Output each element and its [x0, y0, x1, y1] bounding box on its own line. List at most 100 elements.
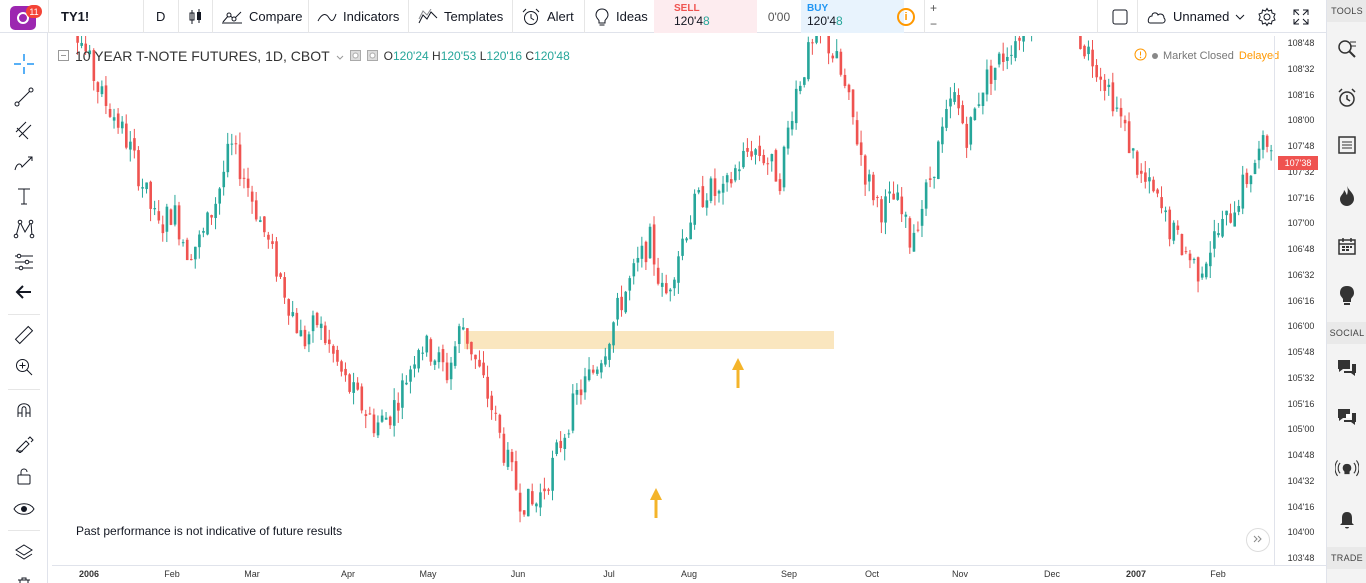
candle-body — [1225, 210, 1228, 216]
alert-button[interactable]: Alert — [521, 0, 574, 33]
eye-icon[interactable] — [10, 496, 38, 522]
trade-panel: SELL 120'48 0'00 BUY 120'48 — [654, 0, 942, 33]
candle-body — [904, 214, 908, 217]
candle-body — [535, 503, 538, 507]
candle-body — [181, 242, 185, 244]
price-tick-label: 104'48 — [1287, 450, 1315, 460]
brush-icon[interactable] — [10, 150, 38, 176]
symbol-search-button[interactable]: TY1! — [61, 0, 89, 33]
chart-type-button[interactable] — [187, 0, 205, 33]
templates-button[interactable]: Templates — [418, 0, 503, 33]
time-tick-label: Oct — [864, 569, 880, 579]
sell-button[interactable]: SELL 120'48 — [654, 0, 757, 33]
time-axis[interactable]: 2006 Feb Mar Apr May Jun Jul Aug Sep Oct Nov Dec 200… — [52, 565, 1326, 583]
candle-body — [758, 145, 761, 156]
sell-label: SELL — [674, 3, 700, 14]
candlestick-series — [76, 36, 1273, 523]
candle-body — [1237, 205, 1241, 212]
candle-body — [84, 43, 88, 52]
settings-button[interactable] — [1257, 0, 1277, 33]
unlock-icon[interactable] — [10, 463, 38, 489]
collapse-legend-icon[interactable] — [58, 48, 69, 64]
lock-drawing-icon[interactable] — [10, 430, 38, 456]
candle-body — [449, 362, 453, 380]
ideas-stream-icon[interactable] — [1335, 284, 1359, 308]
price-chart[interactable] — [52, 36, 1274, 565]
candle-body — [863, 155, 867, 185]
trend-line-icon[interactable] — [10, 84, 38, 110]
candle-body — [539, 492, 542, 508]
symbol-description[interactable]: 10 YEAR T-NOTE FUTURES, 1D, CBOT — [75, 48, 330, 64]
chevron-down-icon[interactable] — [336, 48, 344, 64]
visibility-icon[interactable] — [349, 48, 361, 64]
back-arrow-icon[interactable] — [10, 279, 38, 305]
pattern-icon[interactable] — [10, 216, 38, 242]
candle-body — [194, 246, 197, 260]
chats-icon[interactable] — [1335, 356, 1359, 380]
candle-body — [76, 36, 79, 43]
watchlist-icon[interactable] — [1335, 37, 1359, 61]
candle-body — [713, 178, 717, 196]
candle-body — [242, 177, 246, 179]
candle-body — [1131, 148, 1135, 151]
sell-price: 120'48 — [674, 14, 710, 28]
candle-body — [1217, 233, 1220, 236]
candle-body — [153, 208, 157, 210]
buy-button[interactable]: BUY 120'48 — [801, 0, 904, 33]
layout-menu-button[interactable]: Unnamed — [1145, 0, 1245, 33]
candle-body — [482, 362, 485, 376]
expand-icon — [1292, 8, 1310, 26]
plus-button[interactable]: + — [929, 1, 937, 15]
text-icon[interactable] — [10, 183, 38, 209]
settings-small-icon[interactable] — [366, 48, 378, 64]
candle-body — [579, 389, 583, 396]
compare-button[interactable]: Compare — [221, 0, 302, 33]
hotlist-icon[interactable] — [1335, 184, 1359, 208]
notifications-icon[interactable] — [1335, 508, 1359, 532]
prediction-icon[interactable] — [10, 249, 38, 275]
scroll-to-realtime-button[interactable] — [1246, 528, 1270, 552]
candle-body — [271, 241, 274, 244]
candle-body — [734, 168, 737, 181]
data-window-icon[interactable] — [1335, 133, 1359, 157]
candle-body — [762, 154, 766, 164]
candle-body — [912, 232, 916, 252]
candle-body — [141, 187, 144, 189]
alerts-icon[interactable] — [1335, 86, 1359, 110]
social-section-label: SOCIAL — [1327, 322, 1366, 344]
candle-body — [798, 85, 802, 92]
fullscreen-layout-button[interactable] — [1111, 0, 1129, 33]
calendar-icon[interactable] — [1335, 234, 1359, 258]
candle-body — [790, 120, 794, 130]
streams-icon[interactable] — [1335, 457, 1359, 481]
minus-button[interactable]: − — [929, 17, 937, 31]
indicators-button[interactable]: Indicators — [317, 0, 399, 33]
candle-body — [1253, 162, 1257, 175]
layers-icon[interactable] — [10, 539, 38, 565]
candle-body — [908, 218, 912, 248]
candle-body — [384, 417, 388, 420]
fullscreen-button[interactable] — [1292, 0, 1310, 33]
magnet-icon[interactable] — [10, 397, 38, 423]
candle-body — [953, 92, 956, 102]
interval-button[interactable]: D — [156, 0, 165, 33]
candle-body — [872, 174, 875, 201]
fib-icon[interactable] — [10, 117, 38, 143]
price-axis[interactable]: 108'48 108'32 108'16 108'00 107'48 107'32 107'… — [1274, 36, 1326, 565]
candle-body — [1192, 259, 1196, 261]
candle-body — [214, 203, 217, 219]
candle-body — [981, 92, 985, 106]
zoom-icon[interactable] — [10, 354, 38, 380]
trade-section-label: TRADE — [1327, 547, 1366, 569]
candle-body — [571, 393, 575, 431]
candle-body — [636, 257, 640, 263]
candle-body — [388, 416, 392, 426]
crosshair-icon[interactable] — [10, 51, 38, 77]
trash-icon[interactable] — [10, 569, 38, 583]
candle-body — [681, 238, 684, 256]
candle-body — [583, 376, 587, 393]
ideas-button[interactable]: Ideas — [594, 0, 648, 33]
ruler-icon[interactable] — [10, 322, 38, 348]
private-chat-icon[interactable] — [1335, 405, 1359, 429]
info-icon[interactable]: i — [897, 8, 915, 26]
